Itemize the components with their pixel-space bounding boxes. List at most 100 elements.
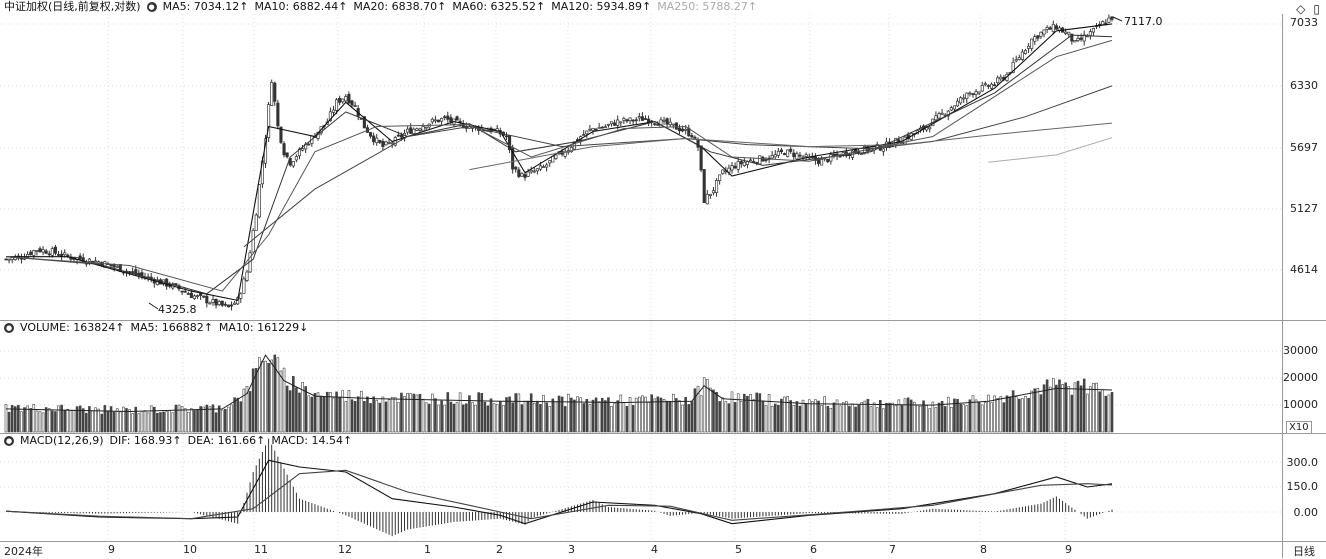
volume-bar xyxy=(971,395,975,433)
x-tick: 3 xyxy=(568,543,575,556)
candle-body xyxy=(548,160,552,164)
volume-bar xyxy=(29,408,33,433)
candle-body xyxy=(684,128,688,131)
volume-bar xyxy=(709,387,712,433)
volume-bar xyxy=(681,404,684,433)
candle-body xyxy=(273,82,277,102)
macd-tick: 300.0 xyxy=(1286,456,1319,469)
diamond-icon[interactable]: ◇ xyxy=(1296,2,1306,16)
volume-bar xyxy=(72,410,76,433)
candle-body xyxy=(226,304,230,308)
candle-body xyxy=(628,117,632,121)
candle-body xyxy=(928,126,932,130)
candle-body xyxy=(715,180,719,193)
candle-body xyxy=(705,193,709,205)
ma10-label: MA10: 6882.44↑ xyxy=(254,0,348,13)
volume-bar xyxy=(199,406,202,433)
ma60-label: MA60: 6325.52↑ xyxy=(452,0,546,13)
candle-body xyxy=(613,122,617,126)
candle-body xyxy=(980,85,984,92)
volume-bar xyxy=(807,399,811,433)
volume-bar xyxy=(916,404,919,433)
candle-body xyxy=(307,143,311,146)
candle-body xyxy=(634,119,638,122)
candle-body xyxy=(353,105,357,107)
volume-bar xyxy=(811,401,814,433)
candle-body xyxy=(752,161,756,163)
volume-bar xyxy=(384,401,388,433)
candle-body xyxy=(381,140,385,147)
volume-bar xyxy=(1101,389,1105,433)
ma-line-ma120 xyxy=(469,122,1113,171)
candle-body xyxy=(952,105,956,110)
volume-bar xyxy=(912,401,916,433)
volume-bar xyxy=(353,401,357,433)
window-icon[interactable]: ▯ xyxy=(1313,2,1320,16)
volume-bar xyxy=(285,385,289,433)
candle-body xyxy=(585,130,589,135)
volume-bar xyxy=(931,401,935,433)
volume-bar xyxy=(542,394,545,433)
volume-bar xyxy=(996,397,999,433)
volume-bar xyxy=(455,402,459,433)
volume-bar xyxy=(131,413,134,433)
volume-settings-icon[interactable]: ● xyxy=(4,323,14,333)
volume-bar xyxy=(1008,396,1012,433)
volume-bar xyxy=(832,402,836,433)
volume-bar xyxy=(974,399,978,433)
volume-bar xyxy=(125,408,128,433)
volume-bar xyxy=(1014,396,1018,433)
volume-bar xyxy=(387,399,391,433)
x-tick: 2024年 xyxy=(4,545,43,558)
volume-bar xyxy=(730,391,734,433)
volume-bar xyxy=(696,385,700,433)
volume-bar xyxy=(845,401,848,433)
volume-ma5-label: MA5: 166882↑ xyxy=(130,321,213,334)
volume-bar xyxy=(755,392,759,433)
candle-body xyxy=(696,139,700,148)
candle-body xyxy=(721,169,725,175)
volume-header: ● VOLUME: 163824↑ MA5: 166882↑ MA10: 161… xyxy=(4,321,308,335)
volume-bar xyxy=(41,412,45,433)
candle-body xyxy=(776,150,780,156)
candle-body xyxy=(1023,50,1028,54)
info-icon[interactable]: ● xyxy=(146,2,157,12)
title-text: 中证加权(日线,前复权,对数) xyxy=(4,0,141,13)
candle-body xyxy=(702,169,706,203)
volume-bar xyxy=(848,405,851,433)
volume-bar xyxy=(1076,380,1080,433)
low-annotation: 4325.8 xyxy=(158,303,197,316)
candle-body xyxy=(986,85,990,87)
candle-body xyxy=(773,154,777,158)
candle-body xyxy=(996,77,1000,84)
volume-bar xyxy=(604,400,607,433)
volume-bar xyxy=(573,399,576,433)
volume-bar xyxy=(1085,393,1089,433)
macd-settings-icon[interactable]: ● xyxy=(4,436,14,446)
volume-bar xyxy=(838,405,842,433)
ma-line-ma10 xyxy=(5,34,1113,295)
volume-bar xyxy=(350,399,354,433)
volume-bar xyxy=(1061,384,1064,433)
y-tick: 5127 xyxy=(1290,202,1318,215)
volume-bar xyxy=(146,412,150,433)
volume-bar xyxy=(903,398,907,433)
volume-bar xyxy=(1079,385,1083,433)
candle-body xyxy=(1036,35,1040,39)
candle-body xyxy=(826,158,830,163)
volume-bar xyxy=(767,394,771,433)
volume-bar xyxy=(1048,386,1052,433)
candle-body xyxy=(436,119,441,123)
candle-body xyxy=(764,159,768,161)
candle-body xyxy=(233,302,237,305)
candle-body xyxy=(1017,57,1021,60)
period-label[interactable]: 日线 xyxy=(1293,545,1315,558)
candle-body xyxy=(677,127,682,132)
volume-bar xyxy=(977,402,981,433)
volume-bar xyxy=(372,396,375,433)
volume-bar xyxy=(733,402,737,433)
volume-bar xyxy=(180,406,184,433)
volume-bar xyxy=(26,405,29,433)
candle-body xyxy=(551,155,555,163)
